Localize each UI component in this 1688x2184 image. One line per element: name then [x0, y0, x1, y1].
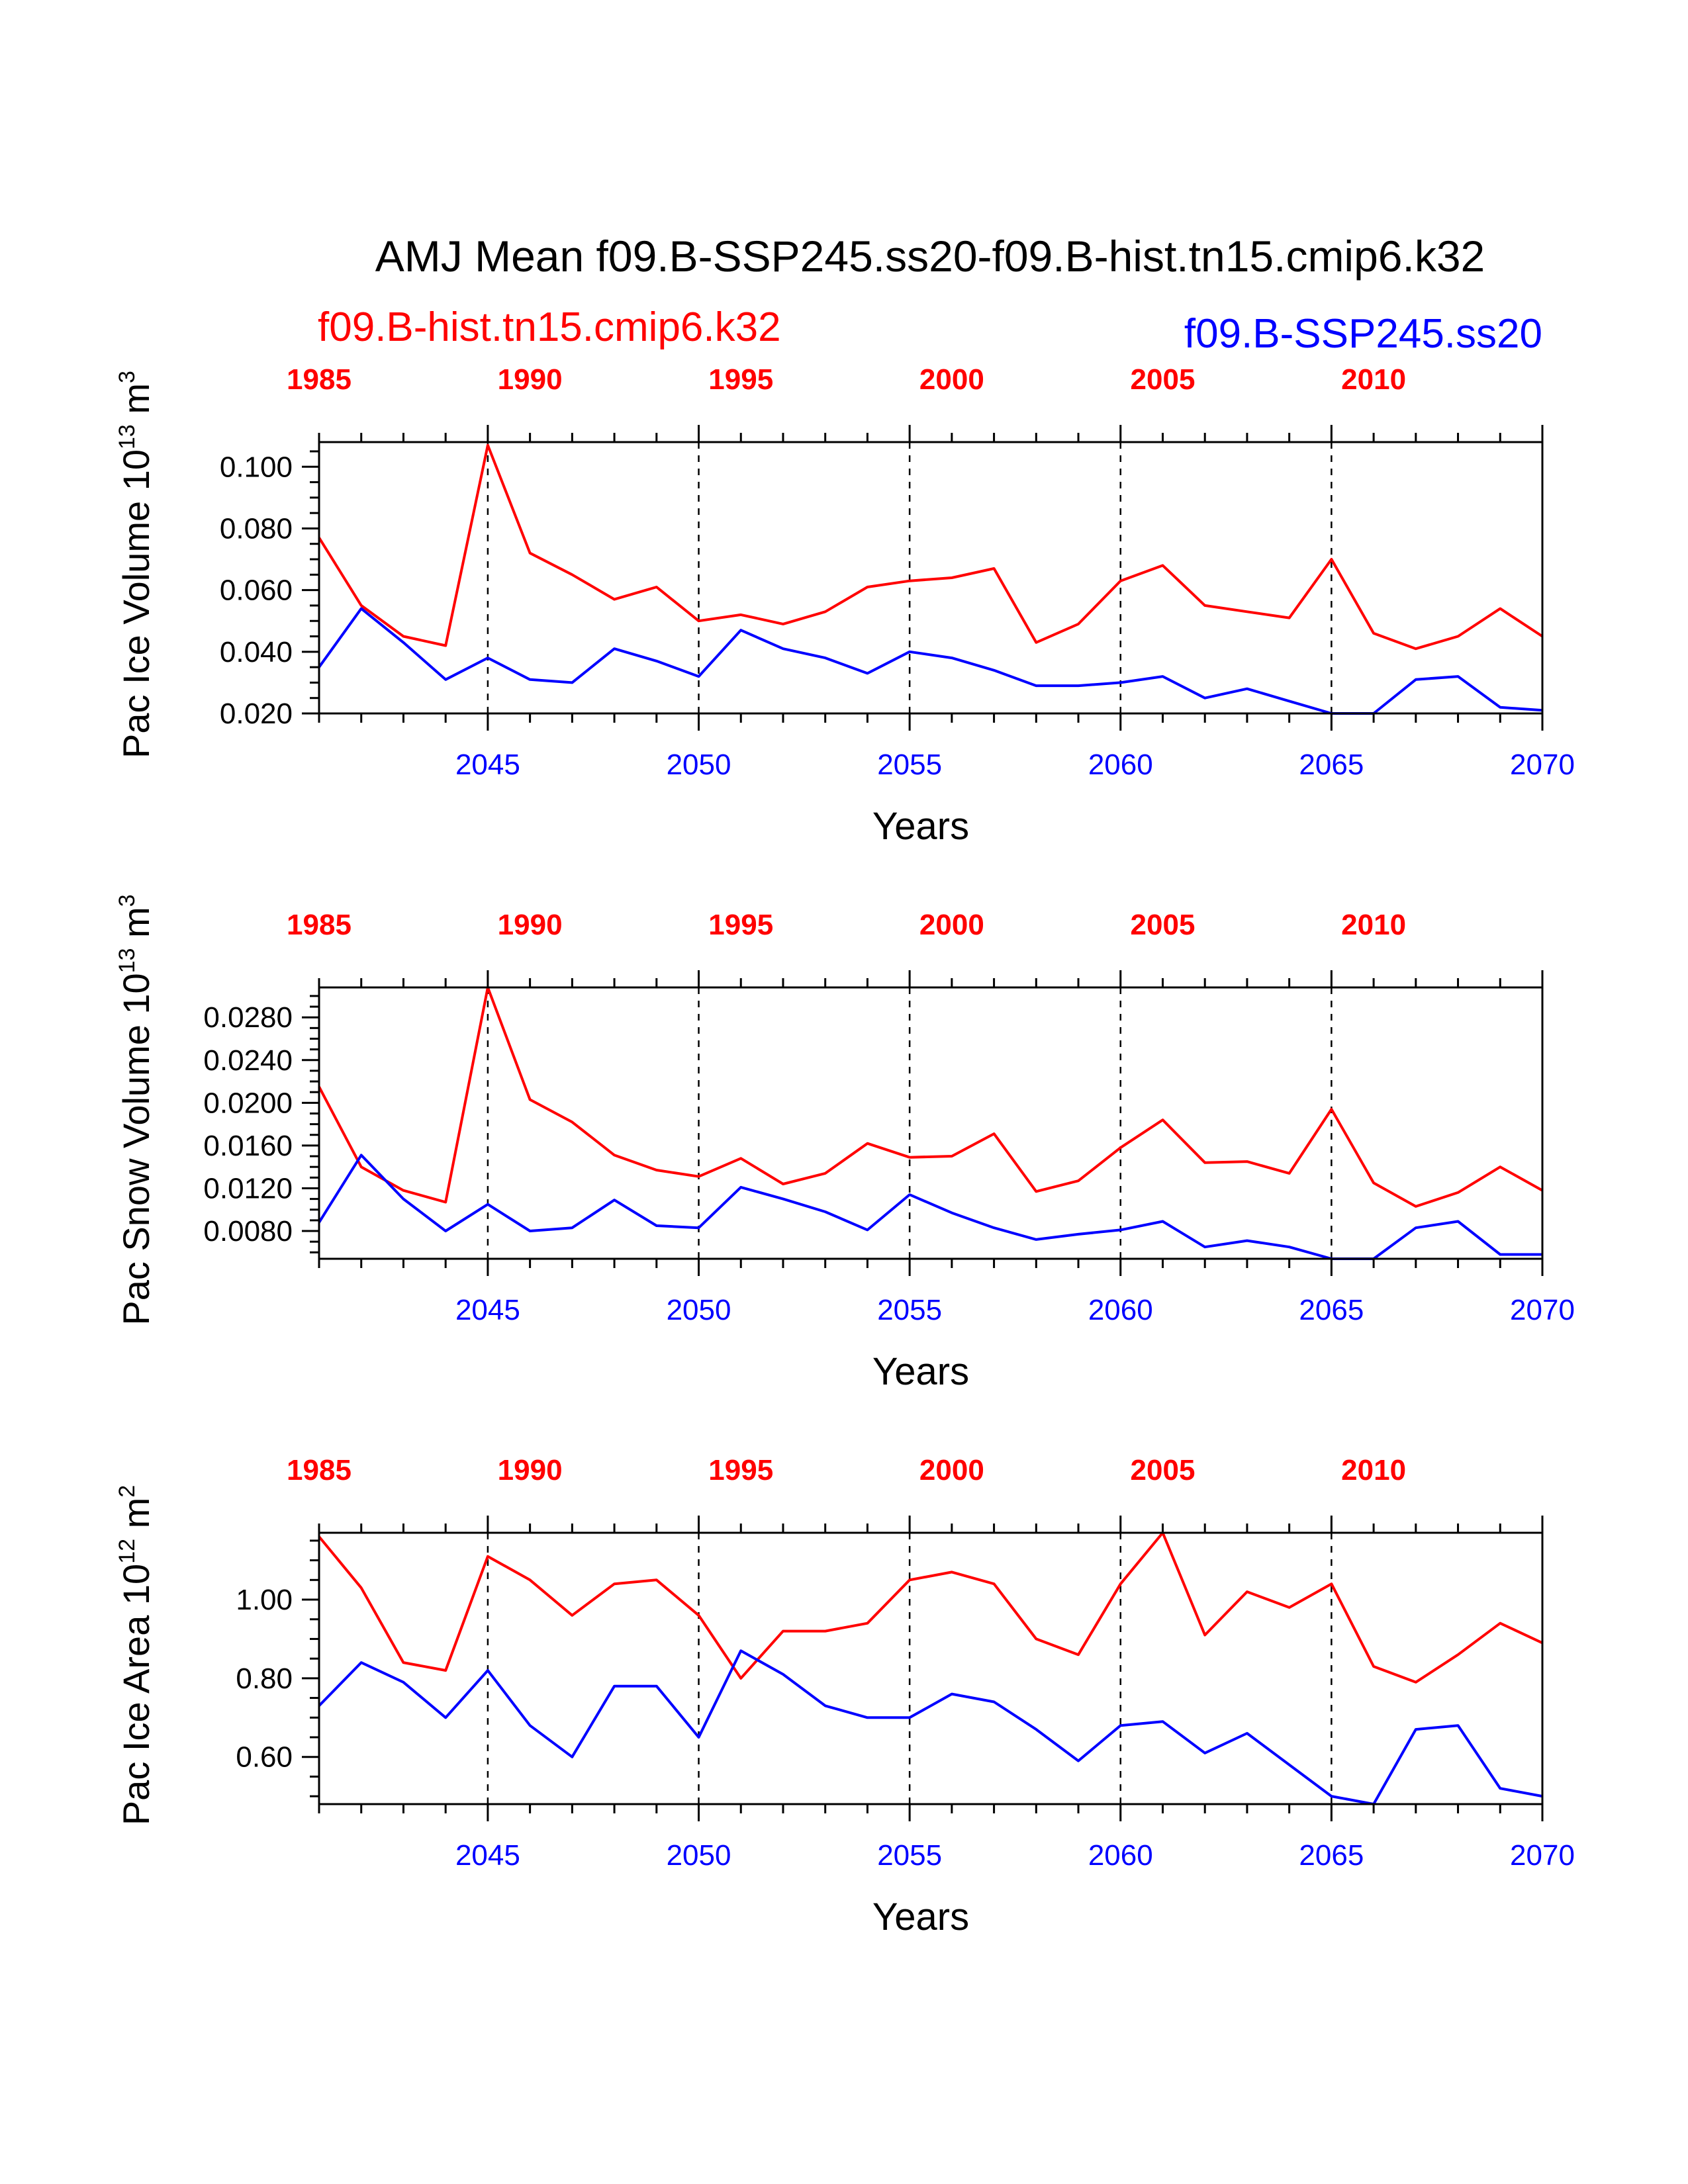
hist-case-label: f09.B-hist.tn15.cmip6.k32	[318, 304, 781, 350]
panels: 2045 2050 2055 2060 2065 2070 1985 1990 1995 2000…	[115, 363, 1575, 1938]
y-tick-label: 0.0080	[203, 1215, 293, 1248]
bottom-tick-label: 2055	[877, 1294, 942, 1326]
top-tick-label: 2005	[1131, 1454, 1196, 1486]
y-tick-label: 0.100	[220, 451, 293, 483]
bottom-tick-label: 2045	[455, 1294, 520, 1326]
top-tick-label: 1995	[708, 363, 773, 396]
bottom-tick-label: 2045	[455, 1839, 520, 1872]
plot-frame	[318, 1531, 1544, 1805]
top-tick-label: 1990	[498, 1454, 563, 1486]
hist-series-line	[318, 986, 1543, 1208]
bottom-tick-label: 2065	[1299, 1294, 1364, 1326]
x-axis-title: Years	[872, 805, 969, 848]
y-tick-label: 0.60	[236, 1741, 293, 1774]
top-tick-label: 1990	[498, 909, 563, 941]
top-tick-label: 2005	[1131, 363, 1196, 396]
top-tick-label: 1985	[287, 363, 352, 396]
y-tick-label: 0.040	[220, 636, 293, 668]
y-tick-label: 0.0200	[203, 1087, 293, 1119]
y-tick-label: 0.80	[236, 1662, 293, 1695]
ssp-series-line	[318, 607, 1543, 715]
bottom-tick-label: 2070	[1510, 1839, 1575, 1872]
ssp-series-line	[318, 1154, 1542, 1260]
bottom-tick-label: 2060	[1088, 1294, 1153, 1326]
top-tick-label: 1990	[498, 363, 563, 396]
top-tick-label: 2000	[919, 1454, 984, 1486]
y-tick-label: 0.0120	[203, 1172, 293, 1205]
plot-frame	[318, 986, 1544, 1260]
bottom-tick-label: 2045	[455, 749, 520, 781]
panel-3: 2045 2050 2055 2060 2065 2070 1985 1990 1995 2000…	[115, 1454, 1575, 1938]
bottom-tick-label: 2060	[1088, 1839, 1153, 1872]
y-axis-title: Pac Snow Volume 1013 m3	[115, 894, 157, 1325]
y-tick-label: 0.0280	[203, 1001, 293, 1034]
bottom-tick-label: 2050	[667, 1839, 731, 1872]
y-tick-label: 0.0240	[203, 1044, 293, 1077]
top-tick-label: 1985	[287, 1454, 352, 1486]
bottom-tick-label: 2060	[1088, 749, 1153, 781]
bottom-tick-label: 2055	[877, 749, 942, 781]
x-axis-title: Years	[872, 1350, 969, 1393]
top-tick-label: 2010	[1341, 363, 1406, 396]
bottom-tick-label: 2050	[667, 1294, 731, 1326]
top-tick-label: 2000	[919, 363, 984, 396]
top-tick-label: 2010	[1341, 909, 1406, 941]
top-tick-label: 2005	[1131, 909, 1196, 941]
top-tick-label: 2010	[1341, 1454, 1406, 1486]
y-axis-title: Pac Ice Area 1012 m2	[115, 1485, 157, 1825]
bottom-tick-label: 2070	[1510, 749, 1575, 781]
top-tick-label: 2000	[919, 909, 984, 941]
bottom-tick-label: 2065	[1299, 1839, 1364, 1872]
x-axis-title: Years	[872, 1895, 969, 1938]
bottom-tick-label: 2050	[667, 749, 731, 781]
bottom-tick-label: 2065	[1299, 749, 1364, 781]
ssp-series-line	[318, 1649, 1543, 1805]
y-tick-label: 1.00	[236, 1584, 293, 1616]
chart-title: AMJ Mean f09.B-SSP245.ss20-f09.B-hist.tn…	[375, 232, 1485, 281]
top-tick-label: 1995	[708, 909, 773, 941]
y-tick-label: 0.020	[220, 698, 293, 730]
plot-frame	[318, 441, 1544, 715]
y-tick-label: 0.0160	[203, 1130, 293, 1162]
ssp-case-label: f09.B-SSP245.ss20	[1184, 311, 1542, 357]
hist-series-line	[318, 443, 1544, 651]
y-tick-label: 0.060	[220, 574, 293, 607]
panel-2: 2045 2050 2055 2060 2065 2070 1985 1990 1995 2000…	[115, 894, 1575, 1393]
top-tick-label: 1995	[708, 1454, 773, 1486]
bottom-tick-label: 2055	[877, 1839, 942, 1872]
bottom-tick-label: 2070	[1510, 1294, 1575, 1326]
hist-series-line	[318, 1531, 1543, 1684]
y-axis-title: Pac Ice Volume 1013 m3	[115, 371, 157, 758]
panel-1: 2045 2050 2055 2060 2065 2070 1985 1990 1995 2000…	[115, 363, 1575, 848]
y-tick-label: 0.080	[220, 512, 293, 545]
top-tick-label: 1985	[287, 909, 352, 941]
